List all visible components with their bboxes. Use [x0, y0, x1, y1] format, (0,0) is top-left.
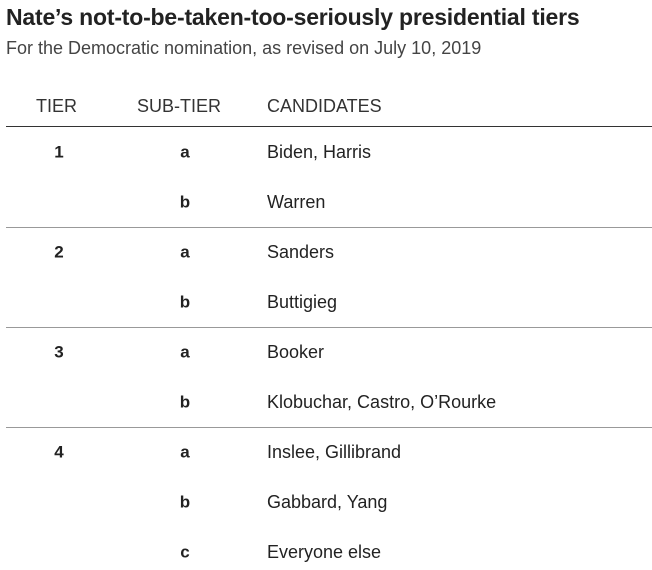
candidates-cell: Everyone else: [267, 542, 382, 562]
tier-cell: 3: [54, 342, 64, 362]
sub-tier-cell: a: [180, 242, 190, 262]
sub-tier-cell: b: [179, 192, 191, 212]
candidates-cell: Booker: [267, 342, 325, 362]
sub-tier-cell: b: [179, 292, 191, 312]
title: Nate’s not-to-be-taken-too-seriously pre…: [6, 4, 580, 30]
candidates-cell: Klobuchar, Castro, O’Rourke: [267, 392, 497, 412]
sub-tier-cell: a: [180, 142, 190, 162]
sub-tier-cell: b: [179, 492, 191, 512]
candidates-cell: Sanders: [267, 242, 335, 262]
group-rule: [6, 327, 652, 328]
candidates-cell: Biden, Harris: [267, 142, 372, 162]
sub-tier-cell: a: [180, 442, 190, 462]
subtitle: For the Democratic nomination, as revise…: [6, 38, 482, 58]
sub-tier-cell: a: [180, 342, 190, 362]
candidates-cell: Inslee, Gillibrand: [267, 442, 402, 462]
sub-tier-cell: b: [179, 392, 191, 412]
candidates-cell: Warren: [267, 192, 326, 212]
tier-cell: 1: [54, 142, 64, 162]
tier-cell: 2: [54, 242, 64, 262]
column-header: TIER: [36, 96, 78, 116]
group-rule: [6, 227, 652, 228]
sub-tier-cell: c: [180, 542, 190, 562]
header-rule: [6, 126, 652, 127]
column-header: CANDIDATES: [267, 96, 382, 116]
column-header: SUB-TIER: [137, 96, 222, 116]
candidates-cell: Buttigieg: [267, 292, 338, 312]
group-rule: [6, 427, 652, 428]
tier-cell: 4: [54, 442, 64, 462]
candidates-cell: Gabbard, Yang: [267, 492, 388, 512]
